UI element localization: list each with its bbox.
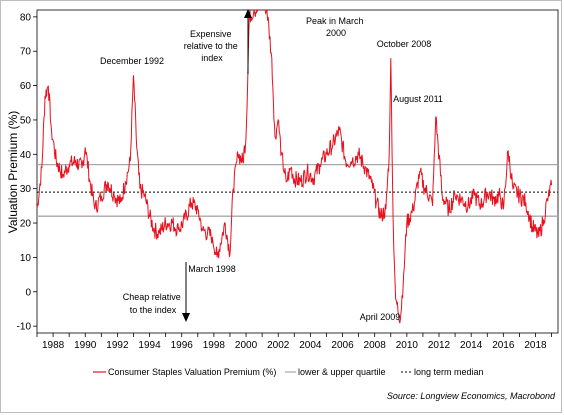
annotation-peak-line-1: Peak in March — [306, 16, 364, 26]
x-tick-label: 2008 — [364, 340, 387, 351]
annotation-expensive-line-2: relative to the — [184, 41, 238, 51]
annotation-cheap-line-2: to the index — [130, 305, 177, 315]
premium-series-line — [37, 10, 553, 324]
y-tick-label: 60 — [20, 81, 32, 92]
y-tick-label: 70 — [20, 47, 32, 58]
annotation-cheap: Cheap relative to the index — [123, 292, 184, 315]
x-tick-label: 2006 — [331, 340, 354, 351]
x-tick-label: 2010 — [396, 340, 419, 351]
plot-area — [36, 9, 559, 334]
x-tick-label: 2002 — [267, 340, 290, 351]
y-tick-label: 20 — [20, 219, 32, 230]
annotation-expensive: Expensive relative to the index — [184, 29, 241, 63]
y-tick-label: 30 — [20, 184, 32, 195]
x-tick-label: 2004 — [299, 340, 322, 351]
x-tick-label: 1988 — [42, 340, 65, 351]
legend-label-premium: Consumer Staples Valuation Premium (%) — [108, 367, 276, 377]
y-tick-label: 50 — [20, 115, 32, 126]
y-tick-label: -10 — [17, 322, 32, 333]
x-tick-label: 2016 — [492, 340, 515, 351]
annotation-expensive-line-1: Expensive — [190, 29, 232, 39]
annotation-april-2009: April 2009 — [360, 312, 401, 322]
annotation-august-2011: August 2011 — [393, 94, 443, 104]
x-tick-label: 1992 — [106, 340, 129, 351]
y-tick-label: 0 — [25, 287, 31, 298]
annotation-peak-line-2: 2000 — [326, 28, 346, 38]
y-tick-label: 80 — [20, 12, 32, 23]
source-note: Source: Longview Economics, Macrobond — [387, 391, 556, 401]
annotation-march-1998: March 1998 — [188, 264, 236, 274]
x-tick-label: 2000 — [235, 340, 258, 351]
x-tick-label: 1990 — [74, 340, 97, 351]
x-tick-label: 2018 — [524, 340, 547, 351]
legend-label-median: long term median — [414, 367, 484, 377]
y-tick-label: 10 — [20, 253, 32, 264]
x-tick-label: 2012 — [428, 340, 451, 351]
x-tick-label: 2014 — [460, 340, 483, 351]
y-tick-label: 40 — [20, 150, 32, 161]
arrow-down-head — [182, 313, 190, 322]
legend: Consumer Staples Valuation Premium (%) l… — [93, 367, 484, 377]
annotation-expensive-line-3: index — [201, 53, 223, 63]
x-tick-label: 1994 — [138, 340, 161, 351]
y-axis-label: Valuation Premium (%) — [6, 111, 20, 233]
x-tick-label: 1996 — [171, 340, 194, 351]
annotation-october-2008: October 2008 — [377, 39, 432, 49]
arrow-up-head — [244, 9, 252, 18]
annotation-cheap-line-1: Cheap relative — [123, 292, 181, 302]
annotation-peak-march-2000: Peak in March 2000 — [306, 16, 366, 38]
x-tick-label: 1998 — [203, 340, 226, 351]
annotation-december-1992: December 1992 — [100, 56, 164, 66]
legend-label-quartile: lower & upper quartile — [298, 367, 386, 377]
